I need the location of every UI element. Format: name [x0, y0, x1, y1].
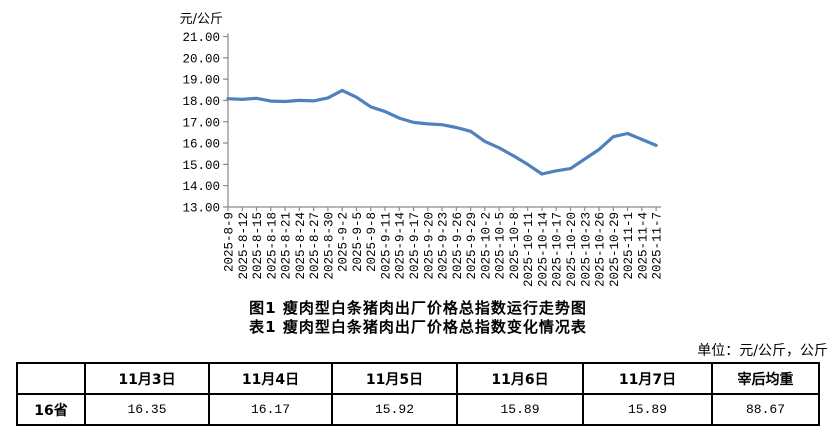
y-tick-label: 19.00	[182, 74, 220, 88]
x-tick-label: 2025-10-11	[522, 212, 536, 287]
x-tick-label: 2025-8-15	[251, 212, 265, 280]
x-tick-label: 2025-10-26	[594, 212, 608, 287]
col-header-nov6: 11月6日	[456, 362, 584, 395]
x-tick-label: 2025-8-30	[322, 212, 336, 280]
value-nov6: 15.89	[456, 393, 584, 426]
row-label-16-provinces: 16省	[16, 393, 86, 426]
value-nov7: 15.89	[582, 393, 713, 426]
x-tick-label: 2025-9-29	[465, 212, 479, 280]
figure-title: 图1 瘦肉型白条猪肉出厂价格总指数运行走势图	[249, 299, 587, 317]
x-tick-label: 2025-10-17	[551, 212, 565, 287]
value-nov3: 16.35	[84, 393, 210, 426]
y-tick-label: 14.00	[182, 180, 220, 194]
x-tick-label: 2025-8-18	[265, 212, 279, 280]
y-tick-label: 20.00	[182, 52, 220, 66]
y-tick-label: 18.00	[182, 95, 220, 109]
x-tick-label: 2025-8-21	[280, 212, 294, 280]
x-tick-label: 2025-9-11	[379, 212, 393, 280]
x-tick-label: 2025-9-20	[422, 212, 436, 280]
value-nov5: 15.92	[331, 393, 458, 426]
col-header-nov3: 11月3日	[84, 362, 210, 395]
y-axis-unit-label: 元/公斤	[180, 12, 223, 27]
col-header-nov4: 11月4日	[208, 362, 333, 395]
x-tick-label: 2025-8-12	[237, 212, 251, 280]
x-tick-label: 2025-9-17	[408, 212, 422, 280]
y-tick-label: 16.00	[182, 138, 220, 152]
table-corner-cell	[16, 362, 86, 395]
x-tick-label: 2025-10-5	[494, 212, 508, 280]
col-header-nov7: 11月7日	[582, 362, 713, 395]
x-tick-label: 2025-9-5	[351, 212, 365, 272]
y-tick-label: 17.00	[182, 116, 220, 130]
x-tick-label: 2025-10-20	[565, 212, 579, 287]
x-tick-label: 2025-8-24	[294, 212, 308, 280]
x-tick-label: 2025-10-14	[536, 212, 550, 287]
table-header-row: 11月3日 11月4日 11月5日 11月6日 11月7日 宰后均重	[16, 362, 820, 395]
x-tick-label: 2025-9-26	[451, 212, 465, 280]
y-tick-label: 13.00	[182, 202, 220, 216]
table-row: 16省 16.35 16.17 15.92 15.89 15.89 88.67	[16, 393, 820, 426]
value-carcass-weight: 88.67	[711, 393, 820, 426]
x-tick-label: 2025-11-7	[651, 212, 665, 280]
price-table: 11月3日 11月4日 11月5日 11月6日 11月7日 宰后均重 16省 1…	[16, 362, 820, 426]
y-tick-label: 15.00	[182, 159, 220, 173]
x-tick-label: 2025-9-14	[394, 212, 408, 280]
x-tick-label: 2025-9-8	[365, 212, 379, 272]
value-nov4: 16.17	[208, 393, 333, 426]
table-title: 表1 瘦肉型白条猪肉出厂价格总指数变化情况表	[249, 318, 587, 336]
x-tick-label: 2025-10-23	[579, 212, 593, 287]
x-tick-label: 2025-10-2	[479, 212, 493, 280]
x-tick-label: 2025-8-27	[308, 212, 322, 280]
unit-note: 单位：元/公斤，公斤	[697, 343, 828, 359]
x-tick-label: 2025-10-8	[508, 212, 522, 280]
x-tick-label: 2025-11-4	[636, 212, 650, 280]
captions-block: 图1 瘦肉型白条猪肉出厂价格总指数运行走势图 表1 瘦肉型白条猪肉出厂价格总指数…	[0, 299, 836, 337]
x-tick-label: 2025-8-9	[223, 212, 237, 272]
y-tick-label: 21.00	[182, 31, 220, 45]
x-tick-label: 2025-11-1	[622, 212, 636, 280]
x-tick-label: 2025-10-29	[608, 212, 622, 287]
x-tick-label: 2025-9-2	[337, 212, 351, 272]
col-header-nov5: 11月5日	[331, 362, 458, 395]
price-line	[226, 88, 658, 176]
x-tick-label: 2025-9-23	[437, 212, 451, 280]
price-trend-chart-svg: 21.00 20.00 19.00 18.00 17.00 16.00 15.00 14.00…	[180, 12, 665, 287]
col-header-carcass-weight: 宰后均重	[711, 362, 820, 395]
